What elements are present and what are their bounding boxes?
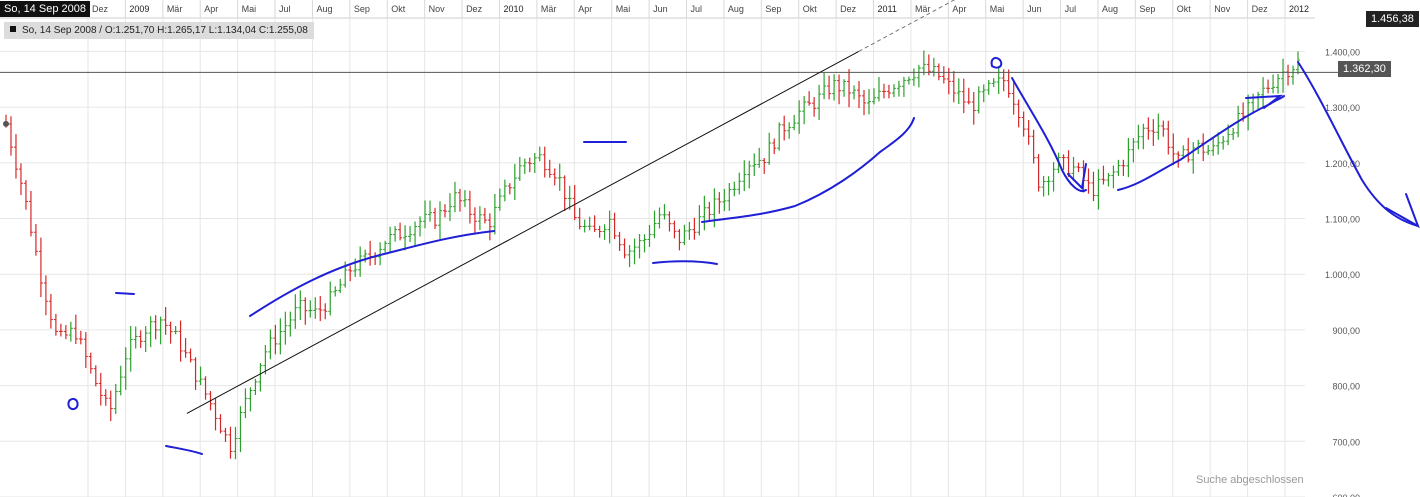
x-tick-label: Mai: [616, 4, 631, 14]
y-tick-label: 1.400,00: [1325, 47, 1360, 57]
x-tick-label: Okt: [803, 4, 818, 14]
x-tick-label: Apr: [204, 4, 218, 14]
annotation-stroke: [67, 398, 79, 410]
annotations: [0, 0, 1420, 455]
x-tick-label: Mai: [990, 4, 1005, 14]
x-tick-label: Aug: [316, 4, 332, 14]
x-tick-label: Okt: [391, 4, 406, 14]
x-tick-label: Sep: [1139, 4, 1155, 14]
x-tick-label: Mai: [242, 4, 257, 14]
trendline-extension: [858, 0, 956, 52]
y-tick-label: 1.300,00: [1325, 103, 1360, 113]
x-tick-label: Nov: [429, 4, 446, 14]
y-tick-label: 600,00: [1332, 493, 1360, 497]
x-tick-label: Dez: [1252, 4, 1269, 14]
y-tick-label: 700,00: [1332, 437, 1360, 447]
x-tick-label: Mär: [915, 4, 931, 14]
x-tick-label: Jun: [1027, 4, 1042, 14]
x-tick-label: Jul: [279, 4, 291, 14]
search-status: Suche abgeschlossen: [1196, 474, 1304, 486]
trendline: [186, 50, 859, 414]
month-strip: [0, 0, 1420, 18]
x-tick-label: Aug: [728, 4, 744, 14]
x-tick-label: Aug: [1102, 4, 1118, 14]
annotation-stroke: [1385, 193, 1420, 229]
x-tick-label: Mär: [167, 4, 183, 14]
y-tick-label: 800,00: [1332, 382, 1360, 392]
x-tick-label: Okt: [1177, 4, 1192, 14]
y-tick-label: 1.200,00: [1325, 159, 1360, 169]
x-tick-label: 2011: [878, 4, 897, 14]
annotation-stroke: [1245, 94, 1284, 109]
price-axis: 600,00 700,00 800,00 900,00 1.000,00 1.100,00…: [1325, 47, 1360, 497]
x-tick-label: Dez: [840, 4, 857, 14]
x-tick-label: Jul: [1065, 4, 1077, 14]
month-axis: Dez 2009 Mär Apr Mai Jul Aug Sep Okt Nov Dez 2010 Mä…: [92, 4, 1309, 14]
x-tick-label: Dez: [92, 4, 109, 14]
annotation-stroke: [249, 230, 495, 317]
ohlc-bars: [3, 50, 1300, 460]
crosshair-date: So, 14 Sep 2008: [0, 1, 90, 17]
x-tick-label: 2010: [503, 4, 523, 14]
x-tick-label: Apr: [952, 4, 966, 14]
x-tick-label: 2012: [1289, 4, 1309, 14]
annotation-stroke: [990, 57, 1003, 69]
series-start-marker: [3, 120, 9, 127]
annotation-stroke: [1067, 163, 1087, 191]
high-price-tag: 1.456,38: [1366, 11, 1419, 27]
annotation-stroke: [1117, 95, 1285, 191]
last-price-tag: 1.362,30: [1338, 61, 1391, 77]
annotation-stroke: [115, 292, 135, 295]
annotation-stroke: [1011, 77, 1087, 192]
x-tick-label: Jul: [691, 4, 703, 14]
x-tick-label: Nov: [1214, 4, 1231, 14]
ohlc-text: So, 14 Sep 2008 / O:1.251,70 H:1.265,17 …: [22, 25, 308, 36]
x-tick-label: Jun: [653, 4, 668, 14]
series-marker-icon: [10, 26, 16, 32]
y-tick-label: 900,00: [1332, 326, 1360, 336]
annotation-stroke: [652, 260, 718, 265]
x-tick-label: Sep: [765, 4, 781, 14]
annotation-stroke: [701, 117, 915, 223]
x-tick-label: Dez: [466, 4, 483, 14]
y-tick-label: 1.000,00: [1325, 270, 1360, 280]
x-tick-label: Sep: [354, 4, 370, 14]
annotation-stroke: [165, 445, 203, 455]
annotation-stroke: [1297, 61, 1419, 227]
ohlc-readout: So, 14 Sep 2008 / O:1.251,70 H:1.265,17 …: [4, 22, 314, 39]
x-tick-label: 2009: [129, 4, 149, 14]
x-tick-label: Apr: [578, 4, 592, 14]
x-tick-label: Mär: [541, 4, 557, 14]
y-tick-label: 1.100,00: [1325, 215, 1360, 225]
